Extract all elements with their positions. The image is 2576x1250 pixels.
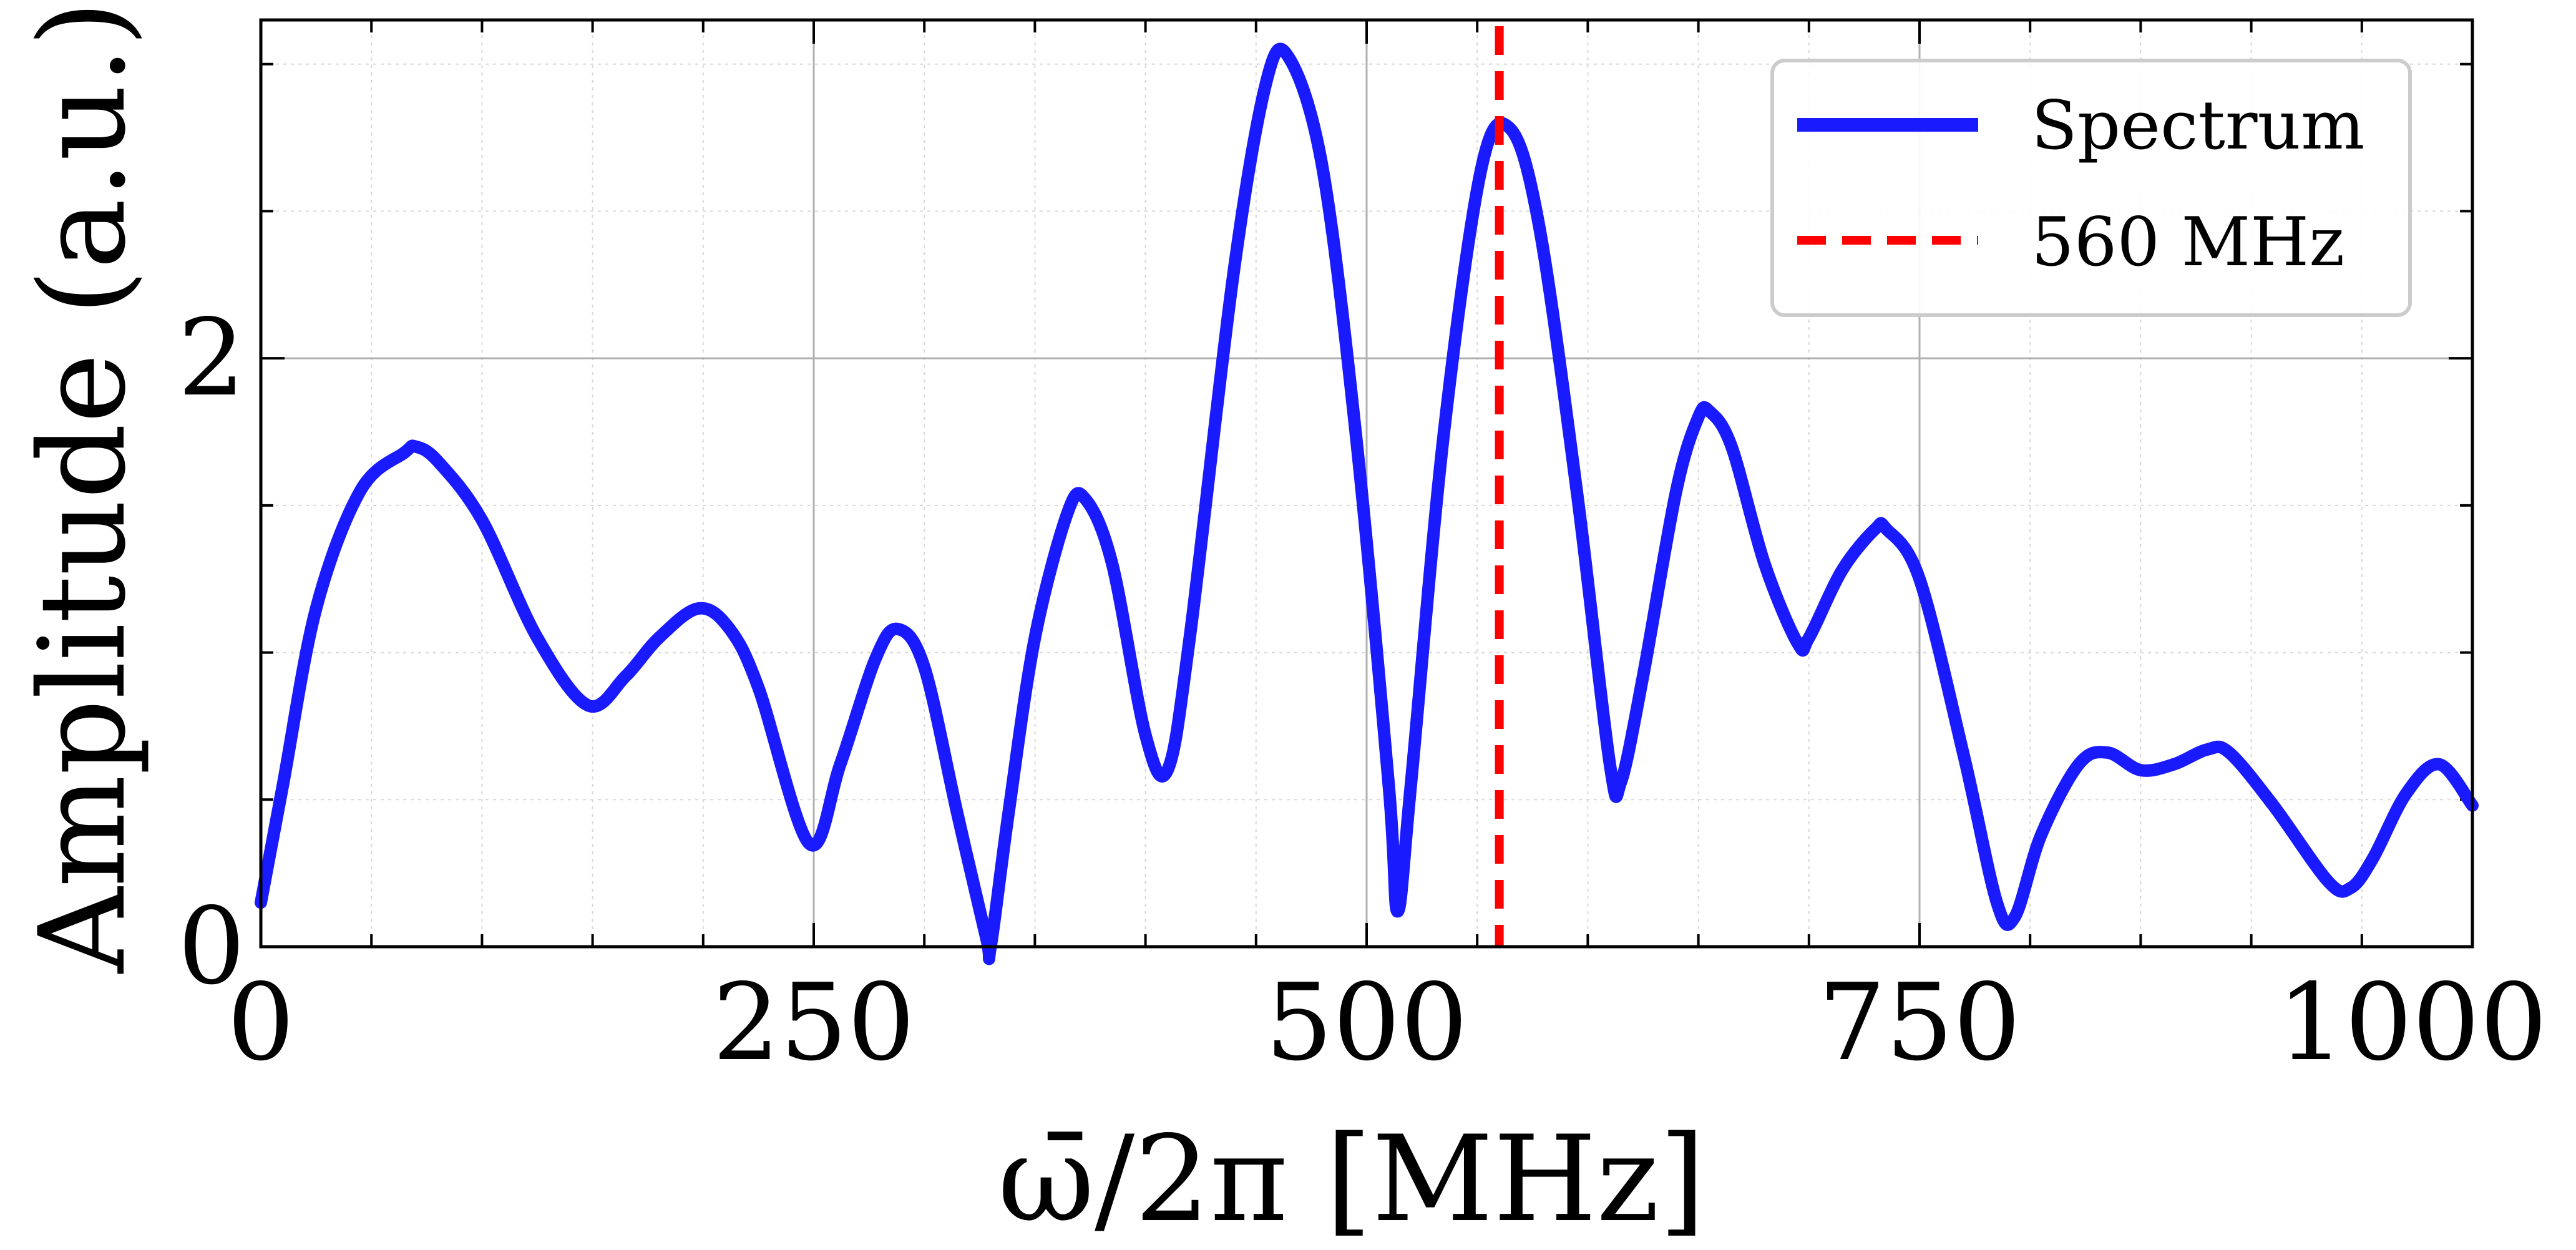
axis-ticks	[260, 20, 2474, 948]
x-tick-label: 0	[227, 961, 295, 1085]
x-tick-label: 500	[1266, 961, 1468, 1085]
y-tick-label: 0	[178, 885, 245, 1008]
legend-label-spectrum: Spectrum	[2031, 87, 2365, 165]
series-line-spectrum	[255, 42, 2479, 965]
x-tick-label: 1000	[2277, 961, 2547, 1085]
y-tick-label: 2	[178, 296, 245, 420]
x-tick-label: 250	[713, 961, 915, 1085]
legend: Spectrum 560 MHz	[1770, 59, 2412, 317]
x-axis-label: ω̄/2π [MHz]	[998, 1110, 1705, 1248]
x-tick-label: 750	[1818, 961, 2021, 1085]
y-axis-label: Amplitude (a.u.)	[14, 1, 152, 974]
plot-frame	[259, 18, 2474, 949]
legend-label-560mhz: 560 MHz	[2031, 203, 2344, 281]
data-layer	[255, 26, 2479, 965]
y-tick-labels: 02	[178, 296, 245, 1008]
x-tick-labels: 0 250 500 750 1000	[227, 961, 2547, 1085]
